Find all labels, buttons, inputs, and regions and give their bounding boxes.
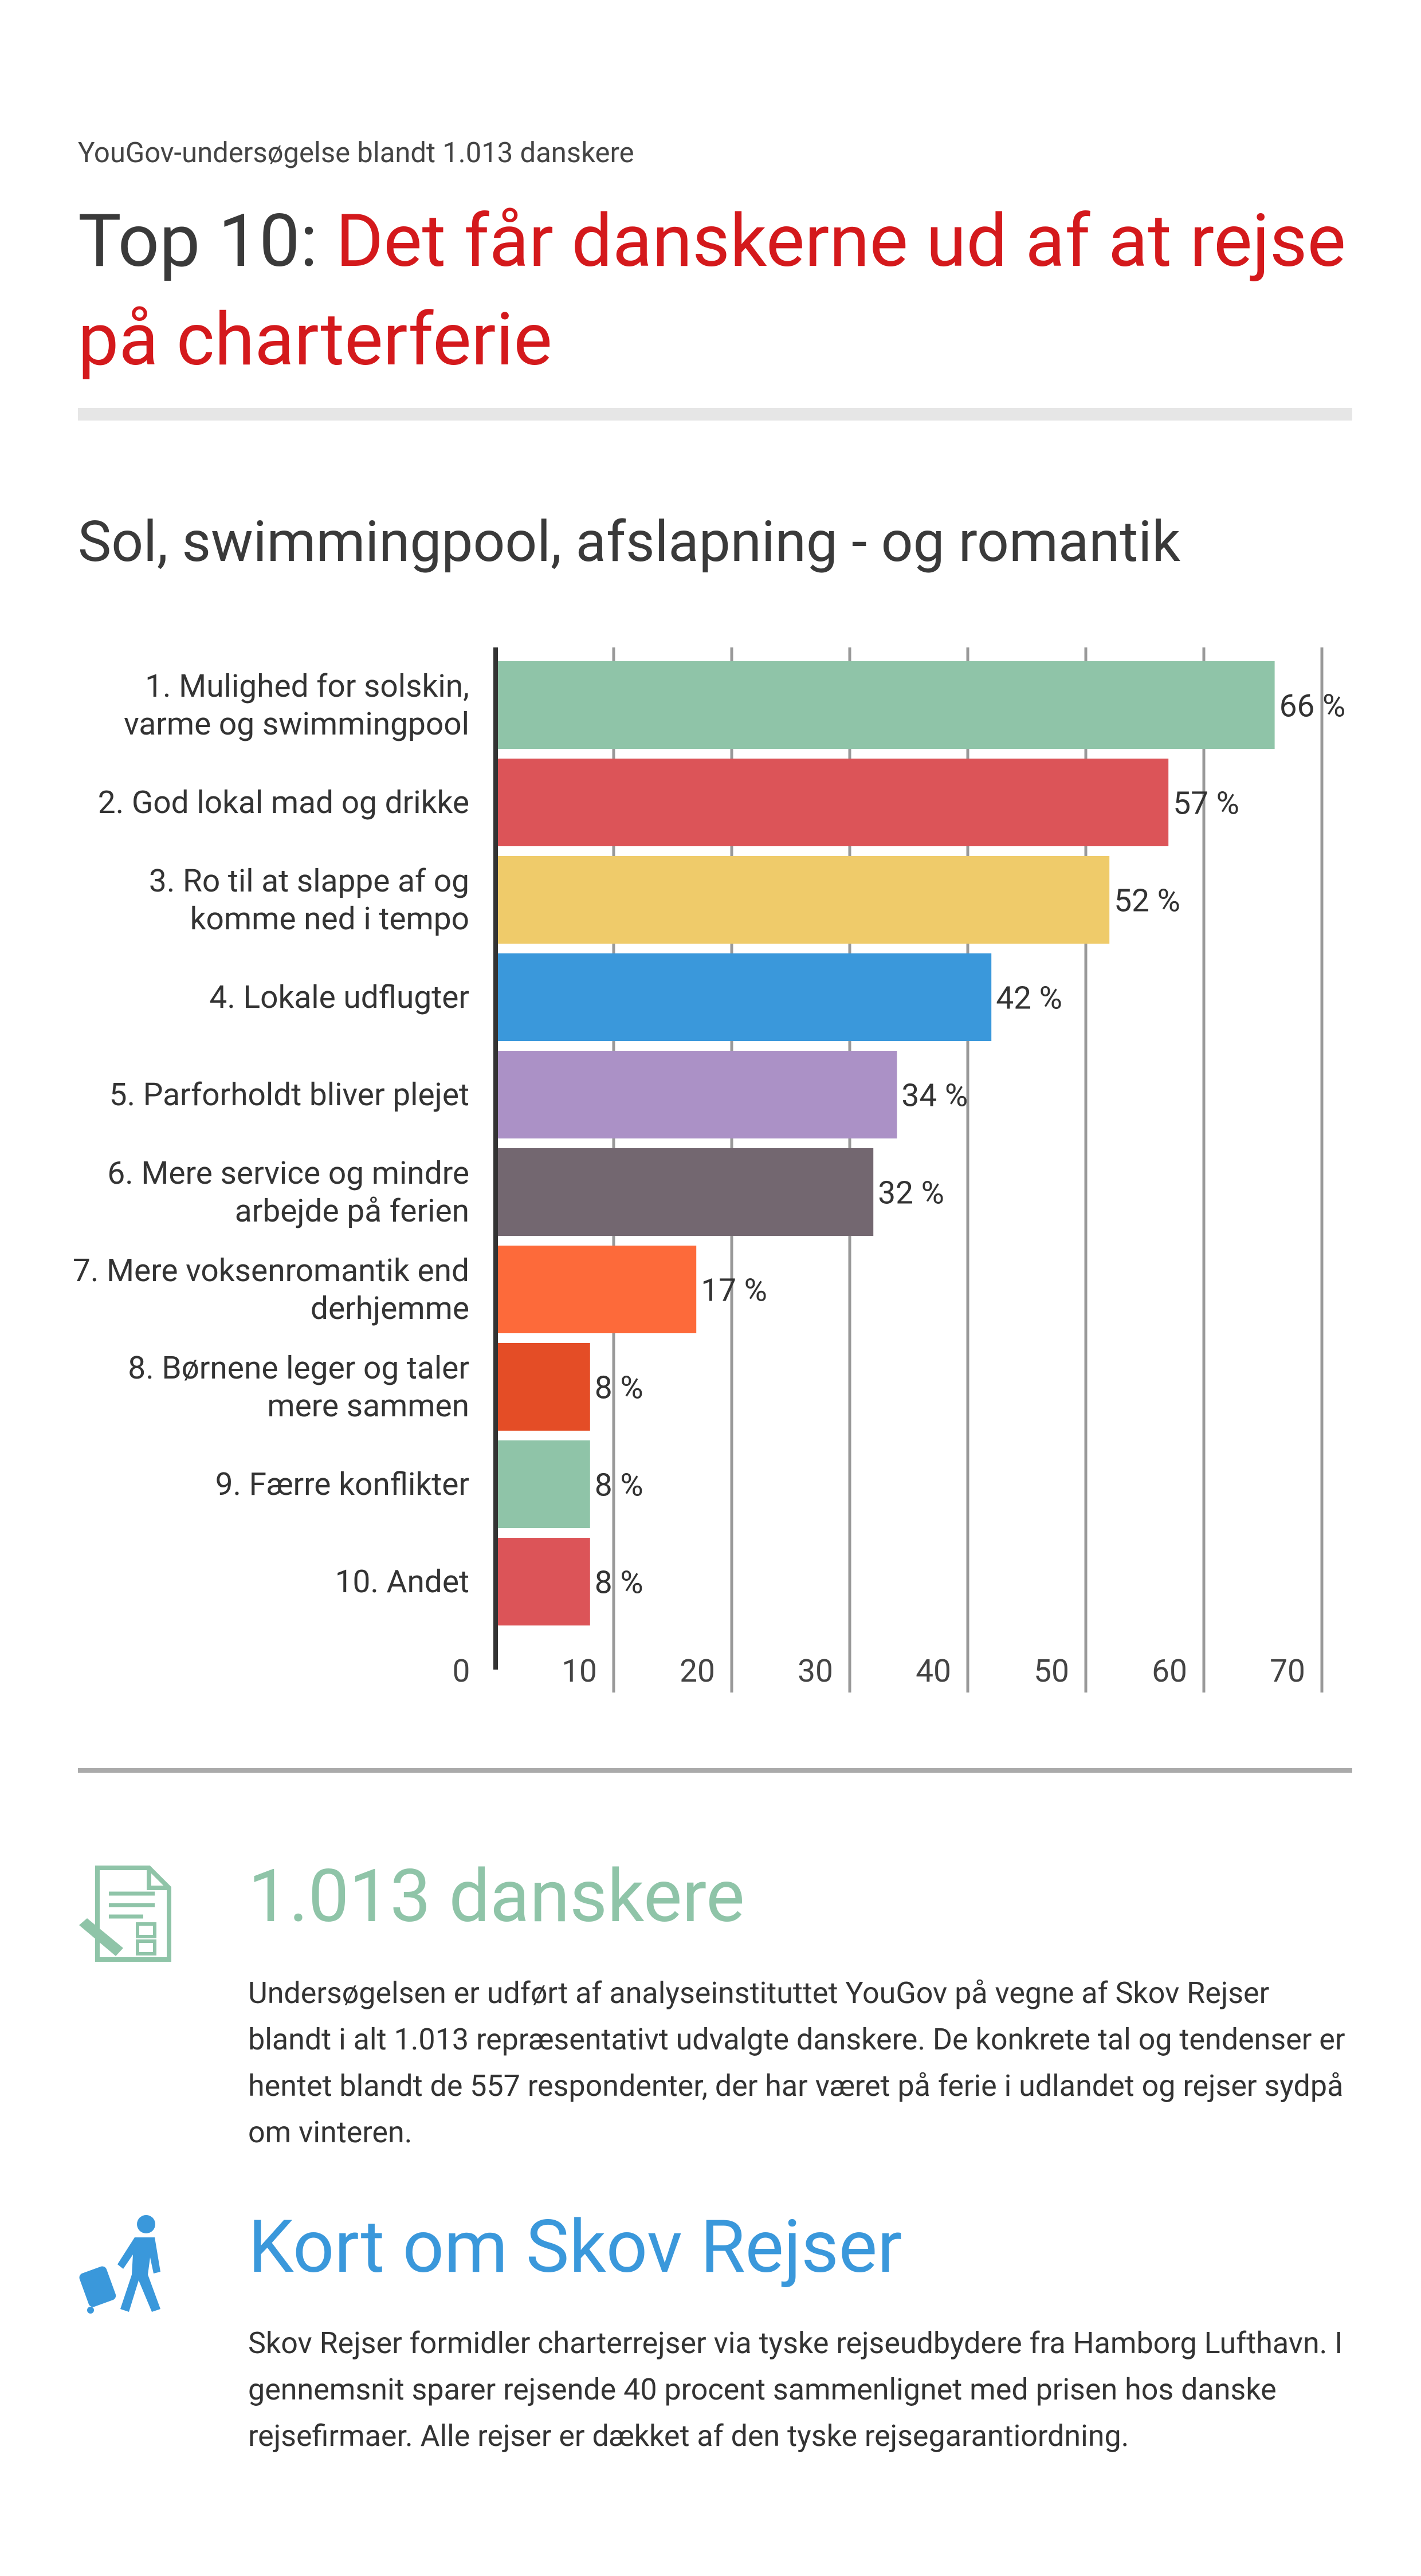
bar [496, 1538, 590, 1625]
section-body: Undersøgelsen er udført af analyseinstit… [248, 1976, 1345, 2150]
value-label: 66 % [1279, 688, 1346, 725]
page-title: Top 10: Det får danskerne ud af at rejse… [78, 193, 1361, 390]
value-label: 8 % [595, 1467, 643, 1504]
value-label: 42 % [996, 980, 1062, 1017]
section-heading: Kort om Skov Rejser [248, 2205, 902, 2290]
x-tick-label: 20 [680, 1653, 715, 1690]
chart: 0 10 20 30 40 50 60 70 66 % 57 % 52 % 42 % 34 % 32 % 1… [453, 647, 1346, 1693]
title-prefix: Top 10: [78, 199, 318, 284]
category-label: 10. Andet [335, 1563, 469, 1600]
bar [496, 1051, 897, 1138]
category-label: 9. Færre konflikter [215, 1466, 469, 1503]
chart-title: Sol, swimmingpool, afslapning - og roman… [78, 509, 1180, 575]
category-label: 6. Mere service og mindre arbejde på fer… [107, 1155, 469, 1230]
bar [496, 661, 1275, 749]
bar [496, 856, 1110, 944]
value-label: 8 % [595, 1565, 643, 1601]
bar [496, 953, 992, 1041]
x-tick-label: 50 [1034, 1653, 1069, 1690]
title-highlight: Det får danskerne ud af at rejse på char… [78, 199, 1346, 383]
category-label: 5. Parforholdt bliver plejet [109, 1076, 469, 1113]
category-label: 7. Mere voksenromantik end derhjemme [72, 1252, 469, 1327]
x-tick-label: 60 [1152, 1653, 1187, 1690]
section-body: Skov Rejser formidler charterrejser via … [248, 2326, 1343, 2453]
bar [496, 1148, 874, 1236]
x-tick-label: 10 [562, 1653, 597, 1690]
divider [78, 1768, 1352, 1773]
bar [496, 1440, 590, 1528]
value-label: 34 % [901, 1078, 968, 1114]
value-label: 8 % [595, 1370, 643, 1407]
section-heading: 1.013 danskere [248, 1854, 745, 1939]
category-label: 2. God lokal mad og drikke [97, 784, 469, 821]
category-label: 4. Lokale udflugter [209, 979, 469, 1016]
x-tick-label: 40 [916, 1653, 951, 1690]
bar [496, 759, 1169, 846]
bar [496, 1246, 697, 1333]
value-label: 57 % [1173, 786, 1239, 822]
category-label: 3. Ro til at slappe af og komme ned i te… [148, 862, 469, 937]
survey-icon [79, 1866, 171, 1962]
divider [78, 408, 1352, 421]
x-tick-label: 70 [1270, 1653, 1305, 1690]
value-label: 32 % [878, 1175, 944, 1212]
value-label: 17 % [701, 1273, 767, 1309]
bar [496, 1343, 590, 1431]
category-label: 8. Børnene leger og taler mere sammen [128, 1349, 469, 1424]
x-tick-label: 30 [798, 1653, 833, 1690]
value-label: 52 % [1114, 883, 1180, 920]
traveler-icon [79, 2215, 160, 2314]
category-label: 1. Mulighed for solskin, varme og swimmi… [124, 667, 469, 743]
kicker: YouGov-undersøgelse blandt 1.013 dansker… [78, 136, 634, 169]
x-tick-label: 0 [453, 1653, 470, 1690]
